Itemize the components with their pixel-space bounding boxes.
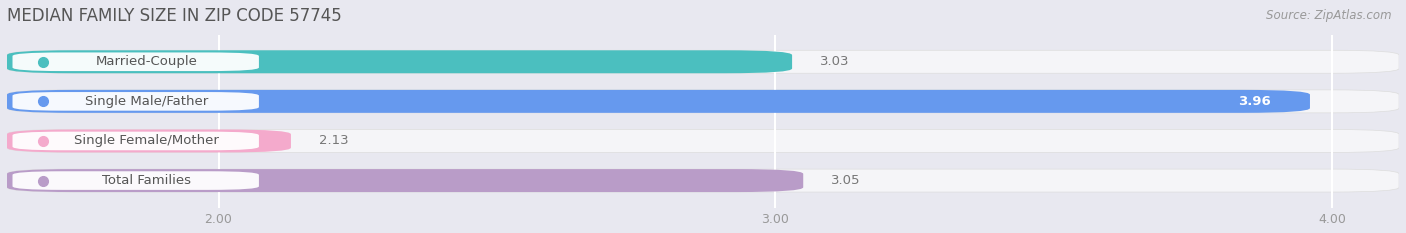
FancyBboxPatch shape [7, 169, 803, 192]
FancyBboxPatch shape [13, 52, 259, 71]
FancyBboxPatch shape [13, 132, 259, 150]
Text: MEDIAN FAMILY SIZE IN ZIP CODE 57745: MEDIAN FAMILY SIZE IN ZIP CODE 57745 [7, 7, 342, 25]
FancyBboxPatch shape [13, 92, 259, 111]
Text: Single Female/Mother: Single Female/Mother [75, 134, 219, 147]
Text: 2.13: 2.13 [319, 134, 349, 147]
Text: Married-Couple: Married-Couple [96, 55, 198, 68]
Text: Total Families: Total Families [103, 174, 191, 187]
FancyBboxPatch shape [13, 171, 259, 190]
Text: 3.03: 3.03 [820, 55, 849, 68]
FancyBboxPatch shape [7, 130, 1399, 152]
FancyBboxPatch shape [7, 130, 291, 152]
Text: 3.05: 3.05 [831, 174, 860, 187]
FancyBboxPatch shape [7, 169, 1399, 192]
FancyBboxPatch shape [7, 50, 1399, 73]
FancyBboxPatch shape [7, 50, 792, 73]
FancyBboxPatch shape [7, 90, 1399, 113]
FancyBboxPatch shape [7, 90, 1310, 113]
Text: Single Male/Father: Single Male/Father [86, 95, 208, 108]
Text: 3.96: 3.96 [1239, 95, 1271, 108]
Text: Source: ZipAtlas.com: Source: ZipAtlas.com [1267, 9, 1392, 22]
